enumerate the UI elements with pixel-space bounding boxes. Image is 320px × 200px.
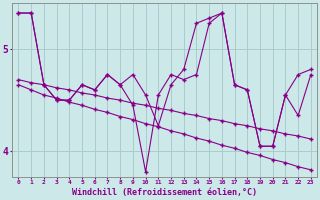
X-axis label: Windchill (Refroidissement éolien,°C): Windchill (Refroidissement éolien,°C) — [72, 188, 257, 197]
